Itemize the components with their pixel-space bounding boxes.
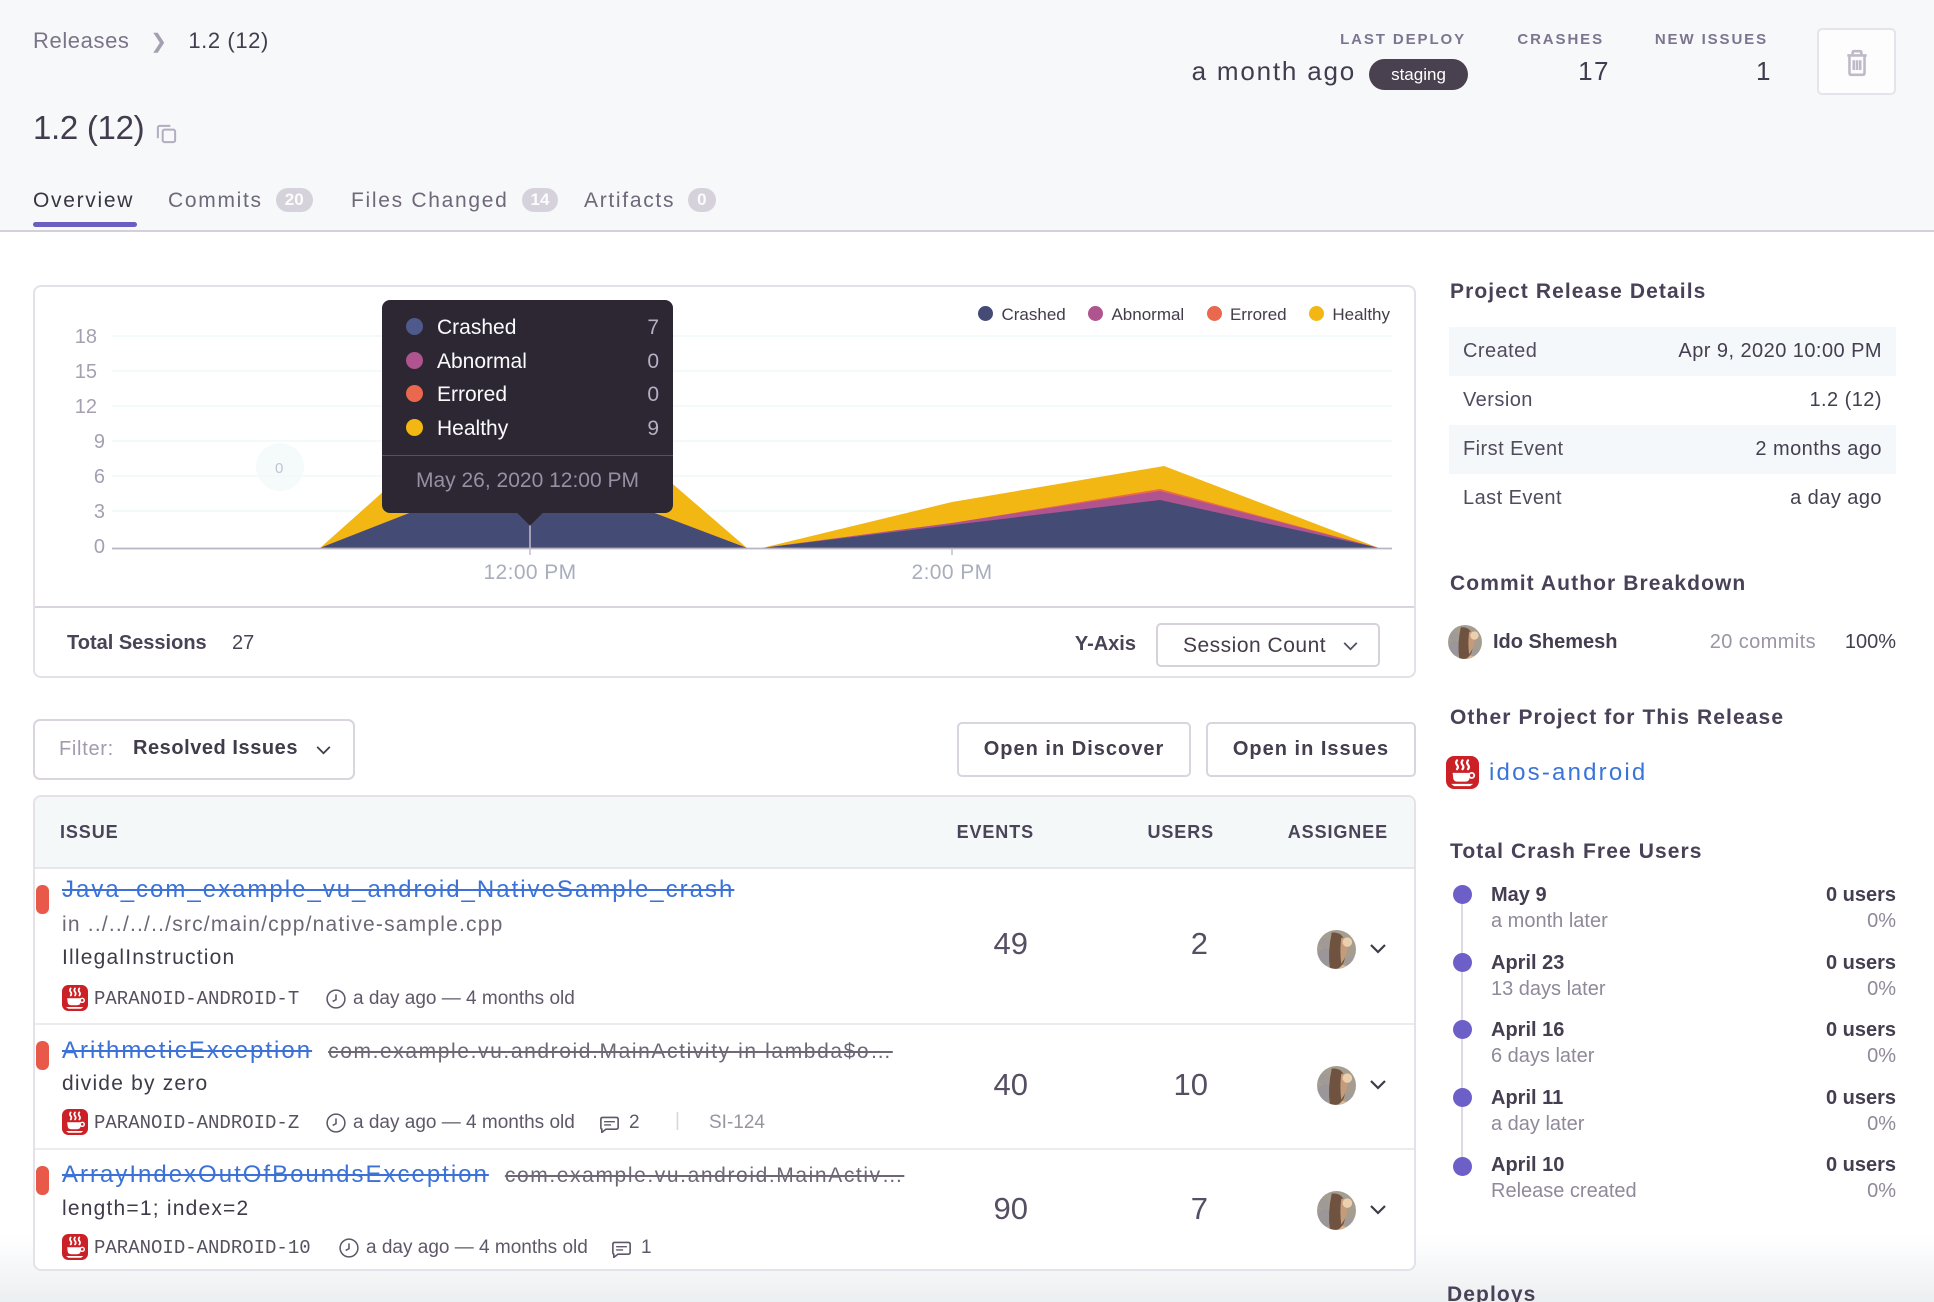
svg-text:0: 0 xyxy=(275,460,283,477)
